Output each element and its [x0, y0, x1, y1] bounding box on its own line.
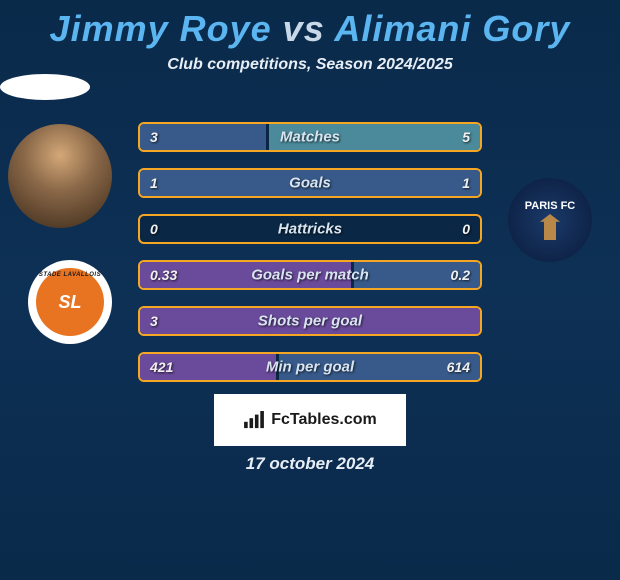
- club2-badge-text: PARIS FC: [525, 200, 576, 212]
- bars-icon: [243, 411, 265, 429]
- club1-top-text: STADE LAVALLOIS: [39, 272, 101, 278]
- subtitle: Club competitions, Season 2024/2025: [0, 56, 620, 74]
- stat-row: 1 Goals 1: [138, 168, 482, 198]
- fctables-branding: FcTables.com: [214, 394, 406, 446]
- club1-badge-text: SL: [58, 292, 81, 313]
- stat-value-left: 3: [150, 313, 158, 329]
- stats-container: 3 Matches 5 1 Goals 1 0 Hattricks 0 0.33 Goals per…: [138, 122, 482, 398]
- stat-label: Goals: [289, 175, 331, 192]
- stat-value-left: 421: [150, 359, 173, 375]
- stat-value-right: 0.2: [451, 267, 470, 283]
- stat-row: 0.33 Goals per match 0.2: [138, 260, 482, 290]
- branding-text: FcTables.com: [271, 411, 377, 429]
- player1-club-badge: STADE LAVALLOIS SL: [28, 260, 112, 344]
- player1-avatar: [8, 124, 112, 228]
- stat-value-right: 1: [462, 175, 470, 191]
- stat-row: 3 Matches 5: [138, 122, 482, 152]
- stat-row: 3 Shots per goal: [138, 306, 482, 336]
- player2-avatar: [0, 74, 90, 100]
- stat-fill-left: [140, 124, 266, 150]
- stat-fill-left: [140, 170, 310, 196]
- stat-row: 421 Min per goal 614: [138, 352, 482, 382]
- stat-value-left: 0.33: [150, 267, 177, 283]
- stat-value-left: 3: [150, 129, 158, 145]
- stat-value-left: 0: [150, 221, 158, 237]
- stat-fill-right: [310, 170, 480, 196]
- stat-row: 0 Hattricks 0: [138, 214, 482, 244]
- player2-club-badge: PARIS FC: [508, 178, 592, 262]
- player2-name: Alimani Gory: [334, 8, 570, 49]
- stat-value-right: 0: [462, 221, 470, 237]
- stat-label: Shots per goal: [258, 313, 362, 330]
- eiffel-tower-icon: [540, 214, 560, 240]
- stat-label: Goals per match: [251, 267, 369, 284]
- stat-label: Hattricks: [278, 221, 342, 238]
- player1-name: Jimmy Roye: [50, 8, 272, 49]
- date-text: 17 october 2024: [246, 454, 375, 474]
- stat-value-right: 5: [462, 129, 470, 145]
- vs-text: vs: [283, 8, 325, 49]
- stat-label: Matches: [280, 129, 340, 146]
- stat-value-right: 614: [447, 359, 470, 375]
- stat-value-left: 1: [150, 175, 158, 191]
- comparison-title: Jimmy Roye vs Alimani Gory: [0, 0, 620, 50]
- stat-label: Min per goal: [266, 359, 354, 376]
